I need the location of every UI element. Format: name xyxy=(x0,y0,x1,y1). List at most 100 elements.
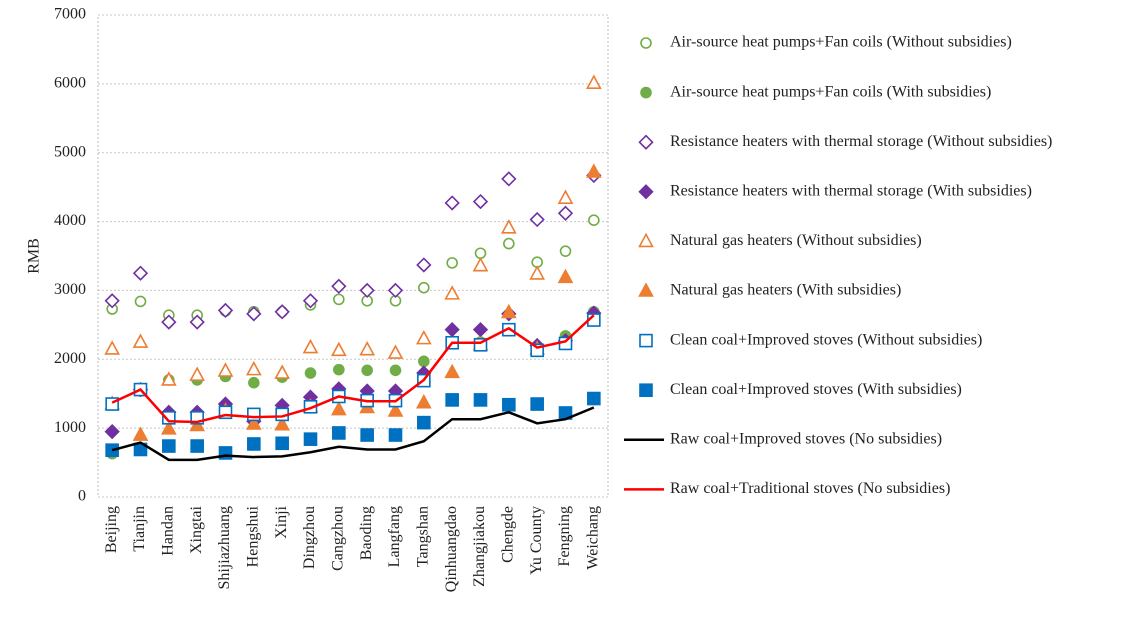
data-point xyxy=(502,397,516,412)
y-tick-label: 4000 xyxy=(54,212,86,229)
legend-label: Natural gas heaters (With subsidies) xyxy=(670,282,901,299)
legend-label: Clean coal+Improved stoves (With subsidi… xyxy=(670,381,962,398)
x-tick-label: Xingtai xyxy=(188,505,205,554)
legend-label: Clean coal+Improved stoves (Without subs… xyxy=(670,331,982,348)
legend-marker xyxy=(638,184,654,200)
x-tick-label: Qinhuangdao xyxy=(443,506,460,592)
legend-marker xyxy=(638,282,654,297)
legend-label: Air-source heat pumps+Fan coils (Without… xyxy=(670,34,1012,51)
x-tick-label: Weichang xyxy=(585,506,602,570)
y-tick-label: 7000 xyxy=(54,6,86,23)
y-tick-label: 1000 xyxy=(54,419,86,436)
data-point xyxy=(333,293,345,306)
data-point xyxy=(162,439,176,453)
data-point xyxy=(500,303,517,319)
data-point xyxy=(247,437,261,451)
data-point xyxy=(245,415,262,430)
x-tick-label: Tangshan xyxy=(415,506,432,567)
data-point xyxy=(416,257,432,273)
data-point xyxy=(415,329,432,345)
legend-marker xyxy=(638,232,654,248)
data-point xyxy=(361,364,373,377)
legend-label: Raw coal+Traditional stoves (No subsidie… xyxy=(670,480,950,497)
data-point xyxy=(161,314,177,330)
data-point xyxy=(330,400,347,416)
data-point xyxy=(275,436,289,451)
data-point xyxy=(530,397,544,411)
data-point xyxy=(474,247,487,260)
data-point xyxy=(472,193,489,210)
data-point xyxy=(529,211,545,228)
data-point xyxy=(445,393,459,407)
plot-border xyxy=(97,14,609,498)
x-tick-label: Shijiazhuang xyxy=(216,506,233,590)
data-point xyxy=(360,428,374,442)
data-point xyxy=(217,302,234,319)
series-line xyxy=(111,406,595,462)
data-point xyxy=(217,362,234,377)
data-point xyxy=(104,423,120,440)
data-point xyxy=(132,426,149,441)
data-point xyxy=(559,245,572,257)
y-tick-label: 0 xyxy=(78,488,86,505)
data-point xyxy=(190,439,204,453)
data-point xyxy=(274,364,291,379)
data-point xyxy=(444,322,460,338)
legend-label: Raw coal+Improved stoves (No subsidies) xyxy=(670,430,942,447)
y-tick-label: 2000 xyxy=(54,350,86,367)
legend-marker xyxy=(638,134,654,150)
data-point xyxy=(444,285,461,300)
x-tick-label: Cangzhou xyxy=(330,506,347,571)
data-point xyxy=(189,314,205,330)
x-tick-label: Dingzhou xyxy=(301,506,318,569)
data-point xyxy=(501,171,517,187)
data-point xyxy=(444,195,460,211)
y-tick-label: 3000 xyxy=(54,281,86,298)
data-point xyxy=(587,391,601,406)
data-point xyxy=(247,407,261,422)
legend-marker xyxy=(639,333,653,348)
data-point xyxy=(557,205,574,221)
legend-label: Natural gas heaters (Without subsidies) xyxy=(670,232,922,249)
x-tick-label: Tianjin xyxy=(131,506,148,552)
y-tick-label: 6000 xyxy=(54,75,86,92)
data-point xyxy=(418,281,430,294)
x-tick-label: Fengning xyxy=(556,506,573,566)
data-point xyxy=(274,416,291,431)
data-point xyxy=(331,278,347,294)
y-tick-label: 5000 xyxy=(54,143,86,160)
legend-label: Air-source heat pumps+Fan coils (With su… xyxy=(670,83,991,100)
data-point xyxy=(104,340,121,355)
data-point xyxy=(303,432,318,446)
data-point xyxy=(160,371,177,386)
x-tick-label: Beijing xyxy=(103,506,120,553)
data-point xyxy=(585,163,602,178)
data-point xyxy=(189,366,206,381)
data-point xyxy=(132,265,149,281)
legend-marker xyxy=(640,86,652,99)
legend-label: Resistance heaters with thermal storage … xyxy=(670,182,1032,199)
data-point xyxy=(473,393,488,407)
data-point xyxy=(529,265,546,280)
data-point xyxy=(274,304,290,320)
x-tick-label: Yu County xyxy=(528,506,545,575)
x-tick-label: Handan xyxy=(160,506,177,556)
series-line xyxy=(111,314,595,424)
data-point xyxy=(472,256,489,272)
data-point xyxy=(387,402,404,417)
x-tick-label: Hengshui xyxy=(245,505,262,567)
data-point xyxy=(585,74,602,89)
data-point xyxy=(330,341,347,357)
x-tick-label: Xinji xyxy=(273,505,290,538)
data-point xyxy=(302,293,319,309)
data-point xyxy=(246,306,262,322)
data-point xyxy=(104,293,120,309)
legend-marker xyxy=(640,37,652,49)
data-point xyxy=(472,322,489,338)
data-point xyxy=(134,295,147,308)
x-tick-label: Chengde xyxy=(500,506,517,563)
x-tick-label: Zhangjiakou xyxy=(471,506,488,587)
data-point xyxy=(387,282,404,299)
